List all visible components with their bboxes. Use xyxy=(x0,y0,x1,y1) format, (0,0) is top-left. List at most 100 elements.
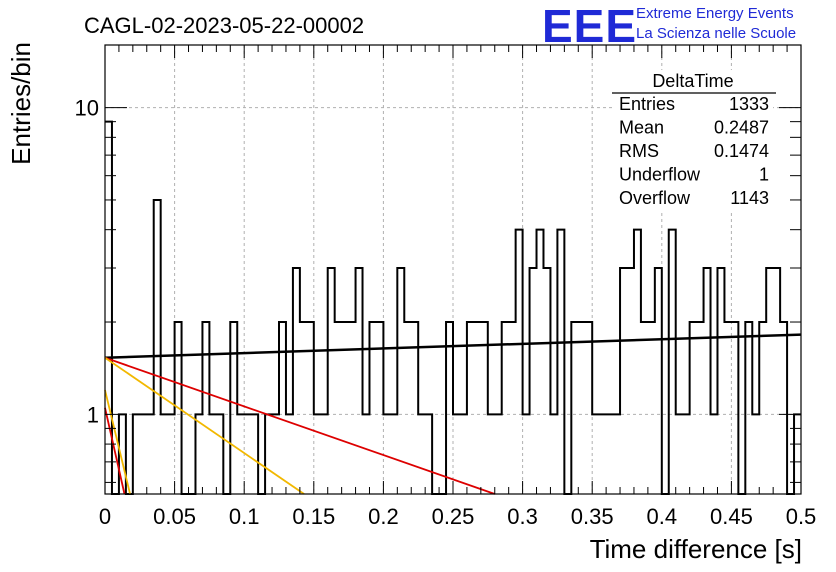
hist-bin xyxy=(627,268,634,494)
hist-bin xyxy=(613,414,620,494)
hist-bin xyxy=(335,322,342,494)
hist-bin xyxy=(599,414,606,494)
hist-bin xyxy=(314,414,321,494)
hist-bin xyxy=(585,322,592,494)
hist-bin xyxy=(683,414,690,494)
hist-bin xyxy=(425,414,432,494)
x-tick-label: 0.15 xyxy=(292,504,335,529)
hist-bin xyxy=(307,322,314,494)
hist-bin xyxy=(537,230,544,494)
hist-bin xyxy=(481,322,488,494)
hist-bin xyxy=(105,122,112,494)
hist-bin xyxy=(773,268,780,494)
hist-bin xyxy=(724,322,731,494)
hist-bin xyxy=(697,322,704,494)
hist-bin xyxy=(780,322,787,494)
hist-bin xyxy=(140,414,147,494)
hist-bin xyxy=(279,322,286,494)
hist-bin xyxy=(467,322,474,494)
hist-bin xyxy=(752,414,759,494)
stat-value: 1333 xyxy=(729,94,769,114)
hist-bin xyxy=(495,414,502,494)
logo-line1: Extreme Energy Events xyxy=(636,5,794,22)
hist-bin xyxy=(669,230,676,494)
hist-bin xyxy=(230,322,237,494)
stat-value: 1 xyxy=(759,165,769,185)
hist-bin xyxy=(557,230,564,494)
hist-bin xyxy=(592,414,599,494)
fit-line xyxy=(104,356,496,495)
hist-bin xyxy=(641,322,648,494)
hist-bin xyxy=(690,322,697,494)
hist-bin xyxy=(509,322,516,494)
hist-bin xyxy=(766,268,773,494)
hist-bin xyxy=(383,414,390,494)
x-tick-label: 0.1 xyxy=(229,504,260,529)
fit-line xyxy=(104,356,305,495)
hist-bin xyxy=(543,268,550,494)
stat-value: 0.1474 xyxy=(714,141,769,161)
hist-bin xyxy=(216,414,223,494)
stat-label: Mean xyxy=(619,118,664,138)
hist-bin xyxy=(418,414,425,494)
fit-lines xyxy=(104,333,802,495)
y-axis-label: Entries/bin xyxy=(6,42,36,165)
hist-bin xyxy=(202,322,209,494)
y-tick-label: 1 xyxy=(87,402,99,427)
stat-value: 0.2487 xyxy=(714,118,769,138)
x-tick-label: 0.35 xyxy=(571,504,614,529)
hist-bin xyxy=(516,230,523,494)
hist-bin xyxy=(571,322,578,494)
x-tick-label: 0.45 xyxy=(710,504,753,529)
hist-bin xyxy=(209,414,216,494)
hist-bin xyxy=(251,414,258,494)
hist-bin xyxy=(488,414,495,494)
x-tick-label: 0.4 xyxy=(647,504,678,529)
x-tick-label: 0.2 xyxy=(368,504,399,529)
stats-name: DeltaTime xyxy=(652,71,733,91)
stat-label: RMS xyxy=(619,141,659,161)
hist-bin xyxy=(321,414,328,494)
axis-ticks: 0 0.05 0.1 0.15 0.2 0.25 0.3 0.35 0.4 0.45 0.5 1 10 xyxy=(75,45,817,529)
x-tick-label: 0.3 xyxy=(507,504,538,529)
hist-bin xyxy=(342,322,349,494)
hist-bin xyxy=(474,322,481,494)
y-tick-label: 10 xyxy=(75,96,99,121)
hist-bin xyxy=(168,414,175,494)
fit-line xyxy=(104,389,131,495)
eee-logo: EEE xyxy=(542,0,637,52)
hist-bin xyxy=(676,414,683,494)
hist-bin xyxy=(550,414,557,494)
hist-bin xyxy=(328,268,335,494)
fit-line xyxy=(104,333,802,359)
histogram xyxy=(105,120,801,495)
logo-line2: La Scienza nelle Scuole xyxy=(636,25,796,42)
x-tick-label: 0.5 xyxy=(786,504,817,529)
hist-bin xyxy=(390,414,397,494)
hist-bin xyxy=(731,322,738,494)
stat-value: 1143 xyxy=(730,188,769,208)
hist-bin xyxy=(717,268,724,494)
x-tick-label: 0.05 xyxy=(153,504,196,529)
fit-line xyxy=(104,407,126,495)
hist-bin xyxy=(502,322,509,494)
stat-label: Overflow xyxy=(619,188,691,208)
hist-bin xyxy=(578,322,585,494)
hist-bin xyxy=(620,268,627,494)
x-axis-label: Time difference [s] xyxy=(590,534,802,564)
x-tick-label: 0.25 xyxy=(432,504,475,529)
hist-bin xyxy=(655,268,662,494)
hist-bin xyxy=(265,414,272,494)
hist-bin xyxy=(523,414,530,494)
hist-bin xyxy=(154,200,161,494)
hist-bin xyxy=(195,414,202,494)
hist-bin xyxy=(161,414,168,494)
hist-bin xyxy=(704,268,711,494)
hist-bin xyxy=(237,414,244,494)
hist-bin xyxy=(446,322,453,494)
hist-bin xyxy=(147,414,154,494)
hist-bin xyxy=(759,322,766,494)
hist-bin xyxy=(711,414,718,494)
hist-bin xyxy=(133,414,140,494)
